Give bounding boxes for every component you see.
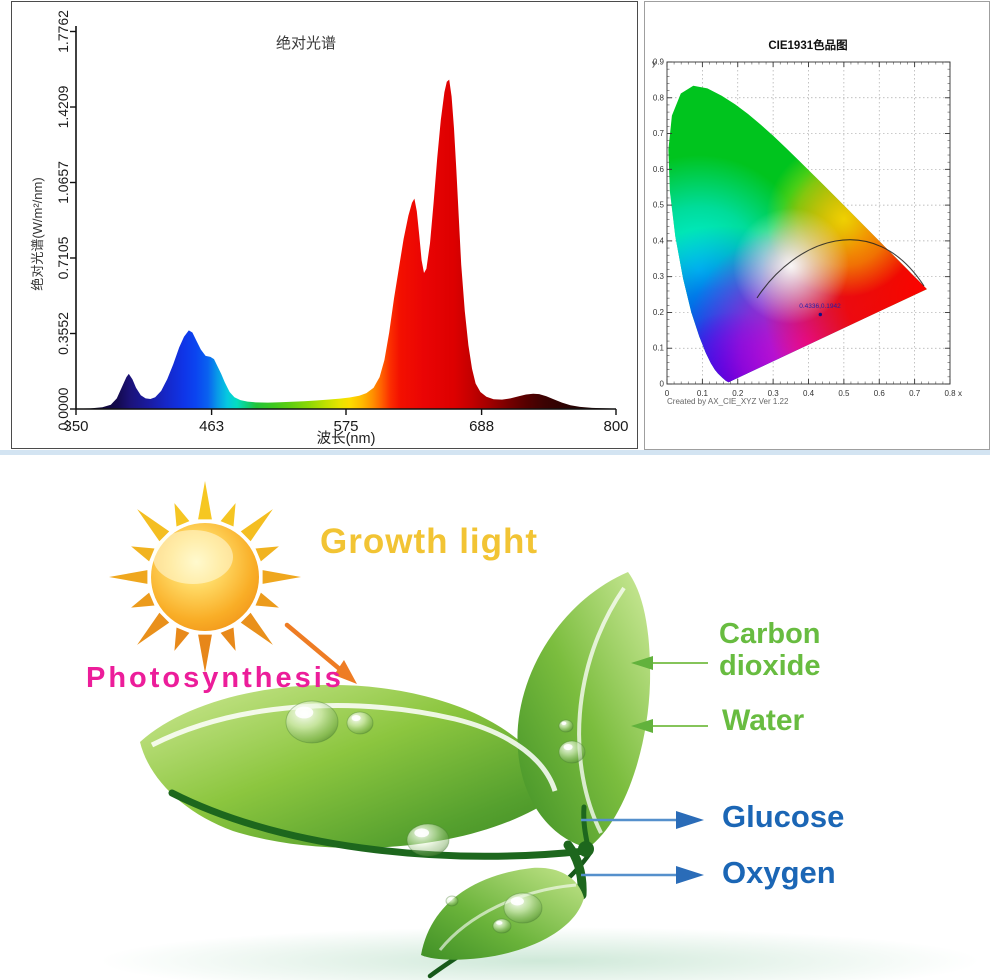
plant-leaves [140, 572, 651, 979]
svg-text:0.1: 0.1 [653, 344, 665, 353]
photosynthesis-illustration [0, 455, 990, 980]
svg-text:350: 350 [63, 418, 88, 435]
cie-axis-tick-labels: 0 0.1 0.2 0.3 0.4 0.5 0.6 0.7 0.8 0 0.1 0.2 0.3 0.4 0.… [653, 58, 956, 399]
svg-text:0.0000: 0.0000 [55, 387, 71, 430]
svg-text:0.9: 0.9 [653, 58, 665, 67]
spectrum-x-axis-label: 波长(nm) [317, 430, 376, 447]
svg-text:0.5: 0.5 [838, 389, 850, 398]
water-droplets [285, 700, 586, 934]
svg-text:0.4: 0.4 [803, 389, 815, 398]
svg-text:0.7: 0.7 [653, 129, 665, 138]
spectrum-chart: 绝对光谱 350 463 575 688 800 0.0000 0.3552 0.7105 1… [30, 10, 629, 447]
svg-text:0: 0 [665, 389, 670, 398]
cie-ticks [666, 61, 951, 385]
cie-color-point-marker [818, 312, 822, 317]
carbon-dioxide-arrow-icon [631, 656, 708, 670]
svg-text:0.6: 0.6 [874, 389, 886, 398]
cie-credit: Created by AX_CIE_XYZ Ver 1.22 [667, 397, 789, 406]
svg-text:575: 575 [333, 418, 358, 435]
spectrum-chart-panel: 绝对光谱 350 463 575 688 800 0.0000 0.3552 0.7105 1… [11, 1, 638, 449]
svg-text:0.8: 0.8 [653, 93, 665, 102]
svg-text:0.2: 0.2 [732, 389, 744, 398]
cie-title: CIE1931色品图 [768, 38, 847, 52]
photosynthesis-label: Photosynthesis [86, 662, 344, 694]
svg-text:1.7762: 1.7762 [55, 10, 71, 53]
ground-shadow [100, 927, 980, 980]
cie-chart-panel: CIE1931色品图 0 0.1 0.2 0.3 0.4 0.5 0.6 0.7 0.8 0 0.1… [644, 1, 990, 450]
water-label: Water [722, 704, 805, 737]
oxygen-arrow-icon [581, 866, 704, 884]
svg-text:0.3552: 0.3552 [55, 312, 71, 355]
growth-light-label: Growth light [320, 522, 539, 561]
cie-y-axis-name: y [652, 59, 656, 68]
cie-gamut-fill [668, 85, 927, 383]
svg-text:1.0657: 1.0657 [55, 161, 71, 204]
svg-text:0.8: 0.8 [944, 389, 956, 398]
sun-icon [109, 481, 301, 673]
svg-text:0.1: 0.1 [697, 389, 709, 398]
svg-text:0.3: 0.3 [768, 389, 780, 398]
svg-text:0.5: 0.5 [653, 201, 665, 210]
photosynthesis-scene [100, 481, 980, 980]
svg-text:0.3: 0.3 [653, 272, 665, 281]
section-divider [0, 450, 990, 455]
svg-text:0.2: 0.2 [653, 308, 665, 317]
svg-text:1.4209: 1.4209 [55, 85, 71, 128]
cie1931-diagram: CIE1931色品图 0 0.1 0.2 0.3 0.4 0.5 0.6 0.7 0.8 0 0.1… [652, 38, 962, 406]
oxygen-label: Oxygen [722, 855, 836, 890]
spectrum-y-axis-ticks: 0.0000 0.3552 0.7105 1.0657 1.4209 1.7762 [55, 10, 76, 430]
svg-text:800: 800 [603, 418, 628, 435]
spectrum-title: 绝对光谱 [276, 35, 336, 52]
svg-text:0.4: 0.4 [653, 236, 665, 245]
spectrum-area-series [76, 79, 616, 409]
big-left-leaf [140, 684, 558, 849]
spectrum-x-axis-ticks: 350 463 575 688 800 [63, 409, 629, 435]
spectrum-y-axis-label: 绝对光谱(W/m²/nm) [30, 177, 45, 290]
water-arrow-icon [631, 719, 708, 733]
sunlight-arrow-icon [284, 622, 357, 684]
svg-text:688: 688 [469, 418, 494, 435]
cie-planckian-locus-curve [756, 239, 925, 299]
svg-text:0.7: 0.7 [909, 389, 921, 398]
glucose-label: Glucose [722, 799, 845, 834]
svg-text:0: 0 [660, 380, 665, 389]
leaf-veins [150, 586, 626, 951]
cie-x-axis-name: x [958, 389, 962, 398]
svg-text:0.7105: 0.7105 [55, 236, 71, 279]
spectrum-axes [75, 26, 616, 410]
svg-text:0.6: 0.6 [653, 165, 665, 174]
glucose-arrow-icon [581, 811, 704, 829]
svg-text:463: 463 [199, 418, 224, 435]
cie-color-point-label: 0.4336,0.1942 [799, 303, 841, 310]
carbon-dioxide-label: Carbon dioxide [719, 618, 821, 683]
